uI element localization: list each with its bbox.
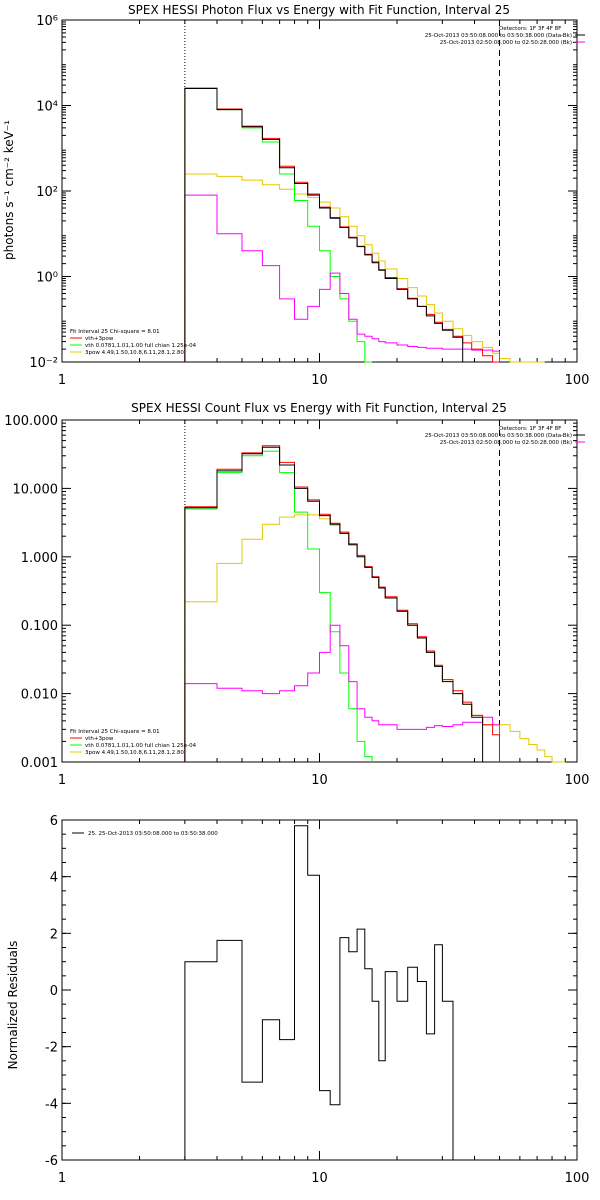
x-tick-label: 1 bbox=[58, 1171, 66, 1186]
y-tick-label: 4 bbox=[50, 871, 58, 886]
x-tick-label: 100 bbox=[565, 373, 590, 388]
plot-area: 1 10 100 10⁻² 10⁰ 10² 10⁴ 10⁶ bbox=[29, 14, 589, 388]
series-vth bbox=[184, 450, 373, 762]
x-tick-label: 10 bbox=[311, 1171, 328, 1186]
series-bk bbox=[184, 624, 500, 762]
legend-fit-line: vth 0.0781,1.01,1.00 full chian 1.25e-04 bbox=[85, 743, 197, 749]
y-tick-label: 0.100 bbox=[21, 619, 58, 634]
count-flux-panel: SPEX HESSI Count Flux vs Energy with Fit… bbox=[4, 401, 589, 788]
residuals-panel: Normalized Residuals 1 10 100 -6 -4 -2 0 2 4 6 25… bbox=[6, 814, 589, 1186]
y-axis-label: photons s⁻¹ cm⁻² keV⁻¹ bbox=[2, 120, 16, 260]
chart-title: SPEX HESSI Count Flux vs Energy with Fit… bbox=[131, 401, 507, 415]
legend-fit-line: 3pow 4.49,1.50,10.8,6.11,28.1,2.80 bbox=[85, 750, 184, 756]
y-tick-label: 0 bbox=[50, 984, 58, 999]
legend-top-line: 25-Oct-2013 02:50:08.000 to 02:50:28.000… bbox=[440, 440, 572, 446]
legend-fit-line: vth 0.0781,1.01,1.00 full chian 1.25e-04 bbox=[85, 343, 197, 349]
y-tick-label: 1.000 bbox=[21, 551, 58, 566]
x-tick-label: 1 bbox=[58, 373, 66, 388]
series-25-25-oct-2013-03-50-08-000-to-03-50-38-000 bbox=[184, 825, 454, 1160]
legend-top-line: Detectors: 1F 3F 4F 8F bbox=[499, 26, 561, 32]
series-data-bk bbox=[184, 88, 464, 362]
x-tick-label: 10 bbox=[311, 773, 328, 788]
legend-fit-line: Fit Interval 25 Chi-square = 8.01 bbox=[70, 329, 160, 335]
series-3pow bbox=[184, 514, 566, 763]
y-tick-label: -6 bbox=[45, 1154, 58, 1169]
y-tick-label: 10⁴ bbox=[36, 100, 58, 115]
x-tick-label: 100 bbox=[565, 773, 590, 788]
legend-fit-line: vth+3pow bbox=[85, 736, 114, 742]
y-tick-label: 10⁶ bbox=[36, 14, 58, 29]
y-tick-label: 10⁰ bbox=[36, 271, 58, 286]
y-tick-label: -4 bbox=[45, 1097, 58, 1112]
y-tick-label: 10² bbox=[36, 185, 58, 200]
plot-area: 1 10 100 -6 -4 -2 0 2 4 6 bbox=[45, 814, 589, 1186]
series-vth bbox=[184, 87, 373, 363]
legend-residual-line: 25. 25-Oct-2013 03:50:08.000 to 03:50:38… bbox=[88, 831, 218, 837]
legend-top-line: 25-Oct-2013 03:50:08.000 to 03:50:38.000… bbox=[425, 433, 572, 439]
y-tick-label: 10⁻² bbox=[29, 356, 58, 371]
legend-top-line: Detectors: 1F 3F 4F 8F bbox=[499, 426, 561, 432]
y-tick-label: 0.001 bbox=[21, 756, 58, 771]
series-vth-3pow bbox=[184, 445, 500, 762]
x-tick-label: 100 bbox=[565, 1171, 590, 1186]
y-tick-label: -2 bbox=[45, 1041, 58, 1056]
y-tick-label: 0.010 bbox=[21, 688, 58, 703]
y-axis-label: Normalized Residuals bbox=[6, 941, 20, 1070]
legend-fit-line: 3pow 4.49,1.50,10.8,6.11,28.1,2.80 bbox=[85, 350, 184, 356]
legend-top-line: 25-Oct-2013 03:50:08.000 to 03:50:38.000… bbox=[425, 33, 572, 39]
y-tick-label: 10.000 bbox=[13, 482, 59, 497]
plot-area: 1 10 100 0.001 0.010 0.100 1.000 10.000 100.000 bbox=[4, 414, 589, 788]
y-tick-label: 2 bbox=[50, 927, 58, 942]
y-tick-label: 100.000 bbox=[4, 414, 58, 429]
x-tick-label: 1 bbox=[58, 773, 66, 788]
chart-title: SPEX HESSI Photon Flux vs Energy with Fi… bbox=[128, 3, 510, 17]
y-tick-label: 6 bbox=[50, 814, 58, 829]
x-tick-label: 10 bbox=[311, 373, 328, 388]
legend-top-line: 25-Oct-2013 02:50:08.000 to 02:50:28.000… bbox=[440, 40, 572, 46]
photon-flux-panel: SPEX HESSI Photon Flux vs Energy with Fi… bbox=[2, 3, 589, 388]
series-data-bk bbox=[184, 446, 484, 762]
legend-fit-line: vth+3pow bbox=[85, 336, 114, 342]
legend-fit-line: Fit Interval 25 Chi-square = 8.01 bbox=[70, 729, 160, 735]
series-bk bbox=[184, 194, 500, 362]
